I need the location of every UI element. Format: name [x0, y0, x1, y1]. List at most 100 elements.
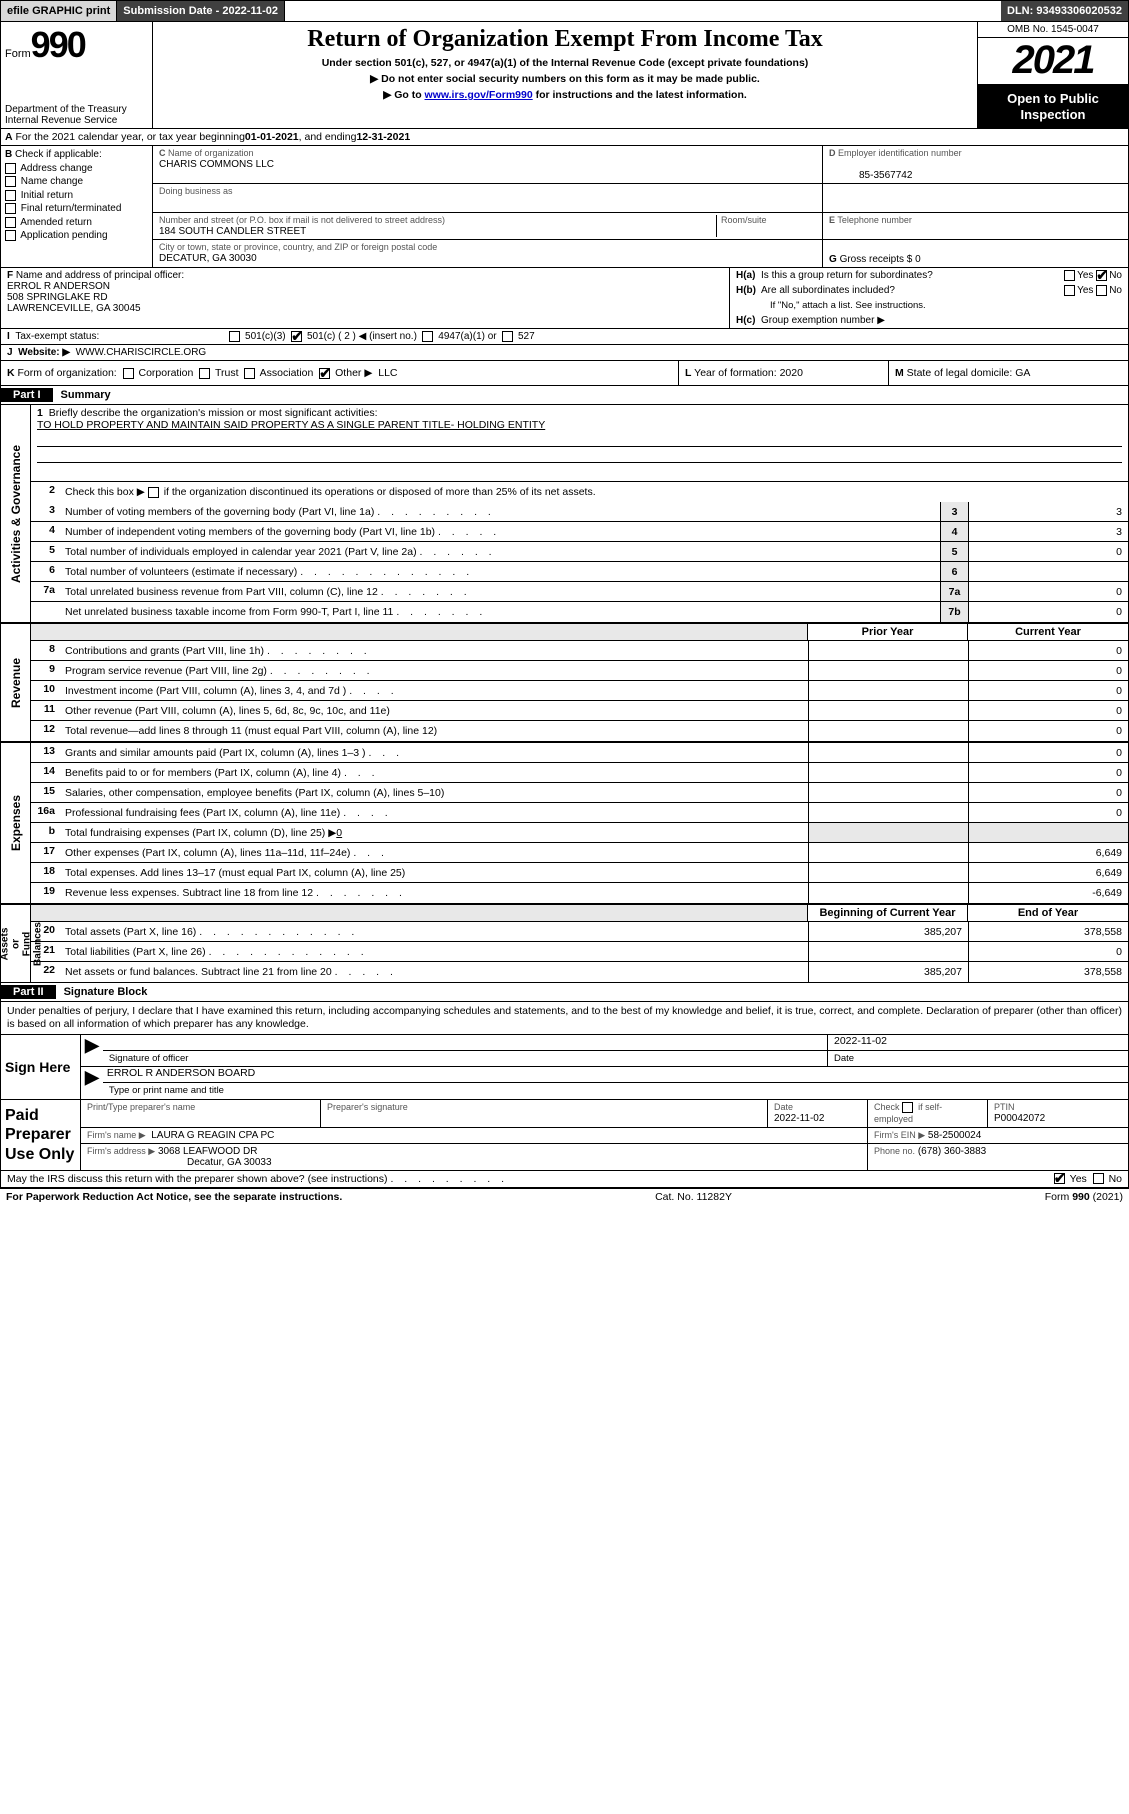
l2t: Check this box ▶	[65, 486, 145, 498]
mission-uline-3	[37, 465, 1122, 479]
ck-other[interactable]	[319, 368, 330, 379]
l4n: 4	[31, 522, 61, 541]
l22e: 378,558	[968, 962, 1128, 982]
footer-center: Cat. No. 11282Y	[655, 1191, 732, 1203]
submission-date-cell: Submission Date - 2022-11-02	[117, 1, 285, 21]
section-net-assets: Net Assets or Fund Balances Beginning of…	[1, 905, 1128, 983]
signature-block: Under penalties of perjury, I declare th…	[1, 1002, 1128, 1186]
l-lbl: Year of formation:	[694, 367, 777, 379]
f-addr1: 508 SPRINGLAKE RD	[7, 292, 108, 303]
l3v: 3	[968, 502, 1128, 521]
ck-amended[interactable]	[5, 217, 16, 228]
may-no: No	[1109, 1173, 1122, 1185]
p-h5: PTIN	[994, 1102, 1015, 1112]
l1-mission: TO HOLD PROPERTY AND MAINTAIN SAID PROPE…	[37, 419, 545, 431]
i-lbl: Tax-exempt status:	[15, 331, 99, 342]
k-form-org: K Form of organization: Corporation Trus…	[1, 361, 678, 385]
l6t: Total number of volunteers (estimate if …	[65, 566, 297, 578]
goto-link[interactable]: www.irs.gov/Form990	[425, 89, 533, 101]
g-gross-block: G Gross receipts $ 0	[823, 240, 1128, 267]
l7at: Total unrelated business revenue from Pa…	[65, 586, 378, 598]
l10n: 10	[31, 681, 61, 700]
l16bv: 0	[336, 827, 342, 839]
paid-preparer-label: Paid Preparer Use Only	[1, 1100, 81, 1169]
row-f-h: F Name and address of principal officer:…	[1, 268, 1128, 329]
l9py	[808, 661, 968, 680]
ck-self-employed[interactable]	[902, 1102, 913, 1113]
ck-hb-no[interactable]	[1096, 285, 1107, 296]
c-addr-block: Number and street (or P.O. box if mail i…	[153, 213, 823, 239]
d-ein-spacer	[823, 184, 1128, 212]
goto-post: for instructions and the latest informat…	[533, 89, 747, 101]
l21t: Total liabilities (Part X, line 26)	[65, 946, 206, 958]
sign-date: 2022-11-02	[828, 1035, 1128, 1051]
l17t: Other expenses (Part IX, column (A), lin…	[65, 847, 350, 859]
l14n: 14	[31, 763, 61, 782]
ck-app-pending[interactable]	[5, 230, 16, 241]
l5n: 5	[31, 542, 61, 561]
l7abox: 7a	[940, 582, 968, 601]
ck-initial-return[interactable]	[5, 190, 16, 201]
ck-trust[interactable]	[199, 368, 210, 379]
a-begin: 01-01-2021	[245, 131, 299, 143]
l19t: Revenue less expenses. Subtract line 18 …	[65, 887, 313, 899]
efile-print-button[interactable]: efile GRAPHIC print	[1, 1, 117, 21]
l20b: 385,207	[808, 922, 968, 941]
ck-l2[interactable]	[148, 487, 159, 498]
rev-col-headers: Prior Year Current Year	[31, 624, 1128, 641]
l19n: 19	[31, 883, 61, 903]
l14cy: 0	[968, 763, 1128, 782]
na-col-headers: Beginning of Current Year End of Year	[31, 905, 1128, 922]
e-phone-block: E Telephone number	[823, 213, 1128, 239]
page-footer: For Paperwork Reduction Act Notice, see …	[0, 1188, 1129, 1205]
ck-ha-no[interactable]	[1096, 270, 1107, 281]
officer-signature-field[interactable]	[103, 1035, 827, 1051]
c-dba-block: Doing business as	[153, 184, 823, 212]
ck-may-yes[interactable]	[1054, 1173, 1065, 1184]
l15t: Salaries, other compensation, employee b…	[65, 787, 444, 799]
l11t: Other revenue (Part VIII, column (A), li…	[65, 705, 390, 717]
ck-may-no[interactable]	[1093, 1173, 1104, 1184]
hc-text: Group exemption number ▶	[761, 315, 885, 326]
ck-hb-yes[interactable]	[1064, 285, 1075, 296]
c-city-lbl: City or town, state or province, country…	[159, 242, 437, 252]
ck-501c[interactable]	[291, 331, 302, 342]
l15n: 15	[31, 783, 61, 802]
arrow-icon: ▶	[81, 1035, 103, 1066]
ck-name-change[interactable]	[5, 176, 16, 187]
part2-num: Part II	[1, 985, 56, 999]
section-revenue: Revenue Prior Year Current Year 8Contrib…	[1, 624, 1128, 743]
row-i-status: I Tax-exempt status: 501(c)(3) 501(c) ( …	[1, 329, 1128, 345]
vtab-ag-text: Activities & Governance	[9, 445, 23, 583]
ck-4947[interactable]	[422, 331, 433, 342]
l20t: Total assets (Part X, line 16)	[65, 926, 196, 938]
paid-preparer-row: Paid Preparer Use Only Print/Type prepar…	[1, 1099, 1128, 1169]
part1-bar: Part I Summary	[1, 386, 1128, 405]
ck-527[interactable]	[502, 331, 513, 342]
p-ein-lbl: Firm's EIN ▶	[874, 1130, 925, 1140]
l2t2: if the organization discontinued its ope…	[164, 486, 596, 498]
l13py	[808, 743, 968, 762]
ck-assoc[interactable]	[244, 368, 255, 379]
vtab-exp-text: Expenses	[9, 795, 23, 851]
ck-corp[interactable]	[123, 368, 134, 379]
ck-501c3[interactable]	[229, 331, 240, 342]
c-name-block: C Name of organization CHARIS COMMONS LL…	[153, 146, 823, 183]
f-addr2: LAWRENCEVILLE, GA 30045	[7, 303, 141, 314]
l3n: 3	[31, 502, 61, 521]
l16acy: 0	[968, 803, 1128, 822]
b-label: Check if applicable:	[15, 149, 102, 160]
c-addr: 184 SOUTH CANDLER STREET	[159, 226, 306, 237]
ck-address-change[interactable]	[5, 163, 16, 174]
l22t: Net assets or fund balances. Subtract li…	[65, 966, 332, 978]
ck-final-return[interactable]	[5, 203, 16, 214]
arrow-icon-2: ▶	[81, 1067, 103, 1099]
m-val: GA	[1015, 367, 1030, 379]
l8py	[808, 641, 968, 660]
ck-ha-yes[interactable]	[1064, 270, 1075, 281]
col-c-d: C Name of organization CHARIS COMMONS LL…	[153, 146, 1128, 267]
l11n: 11	[31, 701, 61, 720]
l9n: 9	[31, 661, 61, 680]
ha-no: No	[1109, 270, 1122, 281]
h-b: H(b) Are all subordinates included? Yes …	[730, 283, 1128, 298]
